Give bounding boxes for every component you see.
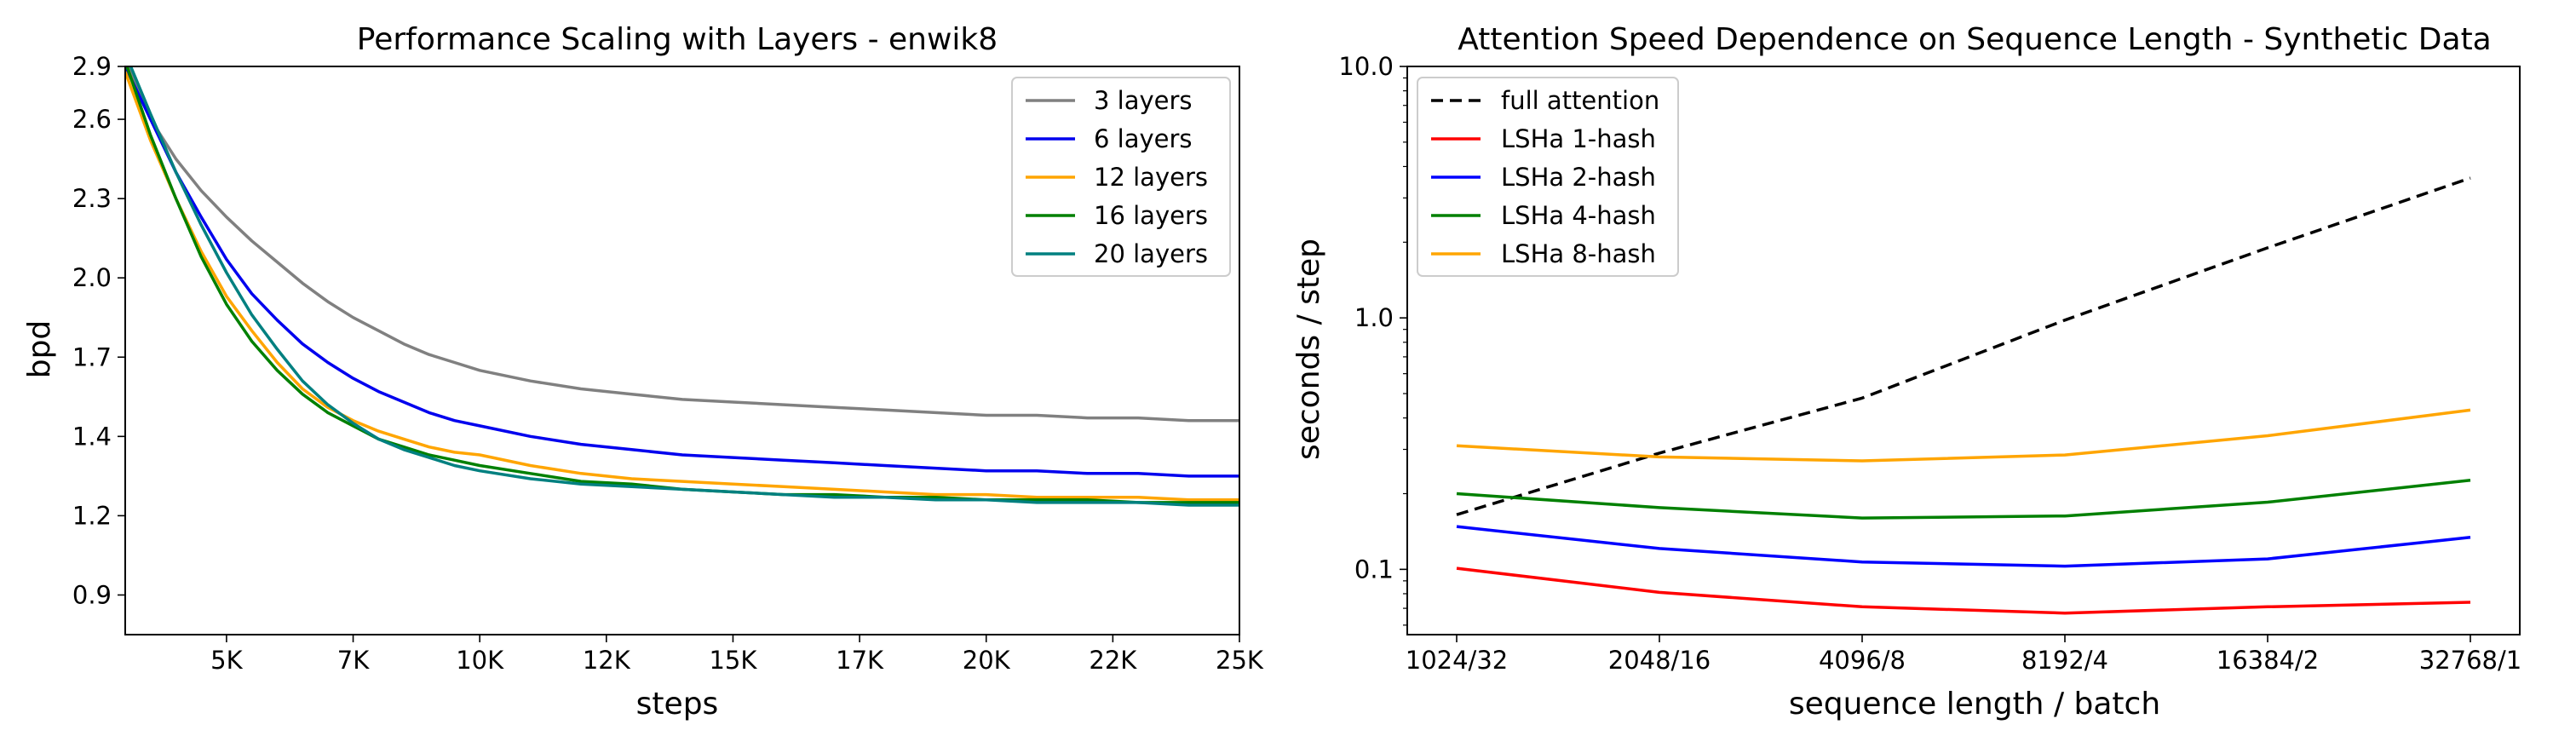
x-tick-label: 8192/4 bbox=[2021, 646, 2108, 675]
legend-label-6-layers: 6 layers bbox=[1094, 124, 1193, 153]
x-tick-label: 1024/32 bbox=[1406, 646, 1508, 675]
series-line-3-layers bbox=[125, 66, 1239, 423]
x-tick-label: 10K bbox=[456, 646, 504, 675]
y-tick-label: 1.4 bbox=[72, 422, 112, 451]
legend-label-lsha-8-hash: LSHa 8-hash bbox=[1501, 239, 1656, 268]
legend-label-lsha-1-hash: LSHa 1-hash bbox=[1501, 124, 1656, 153]
series-line-6-layers bbox=[125, 66, 1239, 478]
x-tick-label: 5K bbox=[210, 646, 243, 675]
right-plot-area: 1024/32 2048/16 4096/8 8192/4 16384/2 32768/1… bbox=[1338, 52, 2521, 675]
series-line-lsha-8-hash bbox=[1456, 408, 2471, 463]
legend-label-20-layers: 20 layers bbox=[1094, 239, 1208, 268]
y-tick-label: 1.7 bbox=[72, 342, 112, 371]
series-line-full-attention bbox=[1456, 176, 2471, 516]
right-legend: full attention LSHa 1-hash LSHa 2-hash LSHa… bbox=[1417, 77, 1679, 277]
chart-right-ylabel: seconds / step bbox=[1291, 239, 1326, 460]
x-tick-label: 20K bbox=[963, 646, 1011, 675]
y-tick-label: 1.2 bbox=[72, 501, 112, 530]
x-tick-label: 4096/8 bbox=[1819, 646, 1906, 675]
y-tick-label: 1.0 bbox=[1354, 303, 1394, 332]
series-line-20-layers bbox=[129, 66, 1239, 507]
x-tick-label: 2048/16 bbox=[1608, 646, 1711, 675]
y-tick-label: 2.9 bbox=[72, 52, 112, 81]
series-line-lsha-2-hash bbox=[1456, 525, 2471, 568]
x-tick-label: 32768/1 bbox=[2419, 646, 2521, 675]
y-tick-label: 10.0 bbox=[1338, 52, 1394, 81]
legend-label-3-layers: 3 layers bbox=[1094, 86, 1193, 115]
left-axes-frame bbox=[124, 66, 1240, 635]
left-plot-area: 5K 7K 10K 12K 15K 17K 20K 22K 25K 0.9 1.2 1.4 1.7 2.0… bbox=[72, 52, 1264, 675]
x-tick-label: 17K bbox=[836, 646, 884, 675]
x-tick-label: 22K bbox=[1089, 646, 1137, 675]
x-tick-label: 12K bbox=[583, 646, 631, 675]
series-line-12-layers bbox=[125, 71, 1239, 502]
chart-right-title: Attention Speed Dependence on Sequence L… bbox=[1458, 22, 2492, 57]
legend-label-lsha-2-hash: LSHa 2-hash bbox=[1501, 163, 1656, 192]
y-tick-label: 0.1 bbox=[1354, 555, 1394, 584]
chart-left-xlabel: steps bbox=[636, 687, 719, 722]
y-tick-label: 2.0 bbox=[72, 263, 112, 292]
legend-label-16-layers: 16 layers bbox=[1094, 201, 1208, 230]
x-tick-label: 25K bbox=[1216, 646, 1264, 675]
y-tick-label: 0.9 bbox=[72, 580, 112, 609]
x-tick-label: 16384/2 bbox=[2217, 646, 2319, 675]
x-tick-label: 7K bbox=[337, 646, 370, 675]
left-legend: 3 layers 6 layers 12 layers 16 layers 20 lay… bbox=[1011, 77, 1231, 277]
chart-right-xlabel: sequence length / batch bbox=[1789, 687, 2160, 722]
y-tick-label: 2.3 bbox=[72, 184, 112, 213]
series-line-lsha-1-hash bbox=[1456, 566, 2471, 615]
legend-label-12-layers: 12 layers bbox=[1094, 163, 1208, 192]
chart-left: Performance Scaling with Layers - enwik8… bbox=[22, 22, 1264, 722]
legend-label-lsha-4-hash: LSHa 4-hash bbox=[1501, 201, 1656, 230]
chart-right: Attention Speed Dependence on Sequence L… bbox=[1291, 22, 2521, 722]
chart-left-title: Performance Scaling with Layers - enwik8 bbox=[357, 22, 998, 57]
legend-label-full-attention: full attention bbox=[1501, 86, 1659, 115]
y-tick-label: 2.6 bbox=[72, 105, 112, 134]
series-line-lsha-4-hash bbox=[1456, 479, 2471, 520]
right-axes-frame bbox=[1406, 66, 2521, 635]
x-tick-label: 15K bbox=[709, 646, 757, 675]
chart-left-ylabel: bpd bbox=[22, 320, 57, 379]
